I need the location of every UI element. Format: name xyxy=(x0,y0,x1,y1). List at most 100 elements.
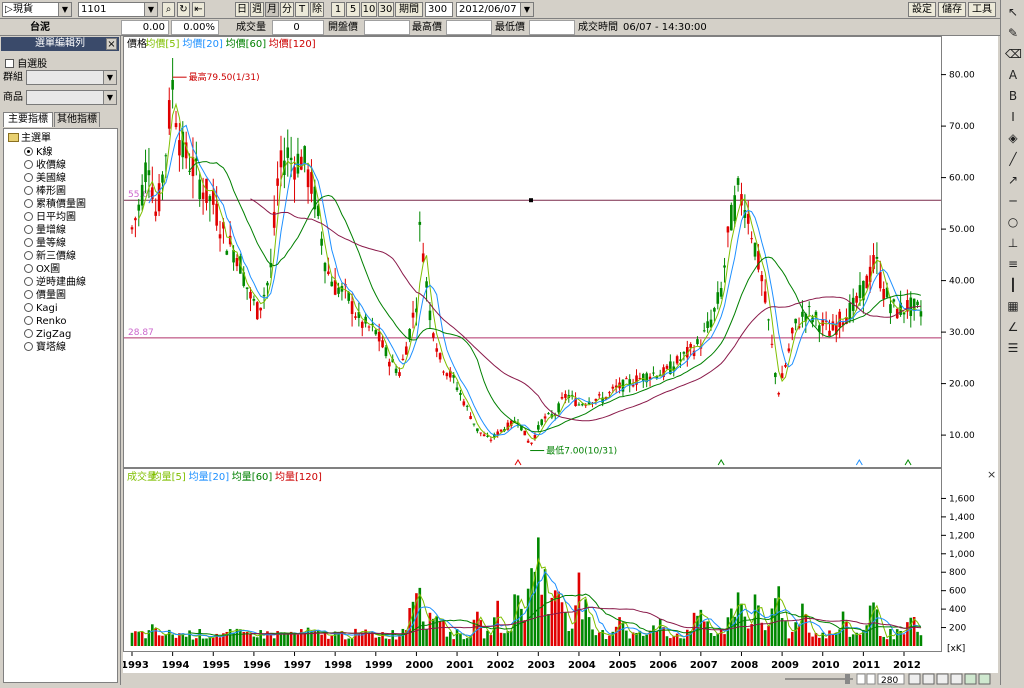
volume-bar xyxy=(130,632,134,646)
x-tick-label: 2003 xyxy=(527,660,555,671)
pencil-icon[interactable]: ✎ xyxy=(1007,26,1019,40)
volume-bar xyxy=(543,569,547,646)
symbol-select[interactable]: 1101 ▼ xyxy=(78,2,158,17)
indicator-item[interactable]: OX圖 xyxy=(24,263,60,276)
save-button[interactable]: 儲存 xyxy=(938,2,966,17)
volume-bar xyxy=(675,633,679,646)
export-icon[interactable]: ⇤ xyxy=(192,2,205,17)
indicator-item[interactable]: 新三價線 xyxy=(24,250,76,263)
paint-icon[interactable]: ◈ xyxy=(1008,131,1018,145)
volume-bar xyxy=(347,638,351,646)
period-tick-button[interactable]: T xyxy=(295,2,309,17)
indicator-item[interactable]: 量增線 xyxy=(24,224,66,237)
tab-other-indicators[interactable]: 其他指標 xyxy=(54,112,100,127)
arrow-icon[interactable]: ↗ xyxy=(1007,173,1019,187)
candle-body xyxy=(855,295,858,303)
period-week-button[interactable]: 週 xyxy=(250,2,264,17)
volume-bar xyxy=(171,634,174,646)
ex-rights-button[interactable]: 除 xyxy=(310,2,324,17)
tree-root[interactable]: 主選單 xyxy=(8,132,51,145)
period-month-button[interactable]: 月 xyxy=(265,2,279,17)
interval-1-button[interactable]: 1 xyxy=(331,2,345,17)
count-input[interactable]: 300 xyxy=(425,2,453,17)
refresh-icon[interactable]: ↻ xyxy=(177,2,190,17)
indicator-item[interactable]: 累積價量圖 xyxy=(24,198,86,211)
volume-label: 成交量 xyxy=(236,22,266,33)
volume-bar xyxy=(719,628,723,646)
radio-icon xyxy=(24,303,33,312)
indicator-item[interactable]: ZigZag xyxy=(24,328,71,341)
fib-icon[interactable]: ≡ xyxy=(1007,257,1019,271)
indicator-item[interactable]: 美國線 xyxy=(24,172,66,185)
group-select[interactable]: ▼ xyxy=(26,70,117,85)
volume-panel-close-icon: × xyxy=(987,468,996,481)
lines-icon[interactable]: ☰ xyxy=(1007,341,1019,355)
indicator-item[interactable]: 日平均圖 xyxy=(24,211,76,224)
candle-body xyxy=(357,311,361,318)
volume-bar xyxy=(560,602,564,646)
price-tick-label: 20.00 xyxy=(949,380,975,390)
circle-icon[interactable]: ○ xyxy=(1007,215,1019,229)
indicator-item[interactable]: 價量圖 xyxy=(24,289,66,302)
indicator-item-label: ZigZag xyxy=(36,329,72,340)
volume-bar xyxy=(323,631,327,646)
indicator-item[interactable]: K線 xyxy=(24,146,53,159)
candle-body xyxy=(638,377,642,379)
radio-icon xyxy=(24,238,33,247)
indicator-item[interactable]: 量等線 xyxy=(24,237,66,250)
radio-icon xyxy=(24,316,33,325)
indicator-item[interactable]: Renko xyxy=(24,315,67,328)
settings-button[interactable]: 設定 xyxy=(908,2,936,17)
volume-bar xyxy=(547,614,550,646)
volume-bar xyxy=(303,632,306,646)
bold-icon[interactable]: B xyxy=(1008,89,1018,103)
zoom-value: 280 xyxy=(881,676,898,685)
radio-icon xyxy=(24,160,33,169)
interval-30-button[interactable]: 30 xyxy=(378,2,394,17)
volume-bar xyxy=(388,639,391,646)
period-minute-button[interactable]: 分 xyxy=(280,2,294,17)
volume-bar xyxy=(574,605,577,646)
text-icon[interactable]: A xyxy=(1008,68,1018,82)
high-value xyxy=(446,20,492,35)
indicator-item[interactable]: 逆時建曲線 xyxy=(24,276,86,289)
candle-body xyxy=(834,323,838,335)
minus-icon[interactable]: ─ xyxy=(1009,194,1017,208)
period-day-button[interactable]: 日 xyxy=(235,2,249,17)
tools-button[interactable]: 工具 xyxy=(968,2,996,17)
pointer-icon[interactable]: ↖ xyxy=(1007,5,1019,19)
eraser-icon[interactable]: ⌫ xyxy=(1005,47,1022,61)
product-select[interactable]: ▼ xyxy=(26,90,117,105)
candle-body xyxy=(824,320,828,322)
volume-bar xyxy=(401,628,405,646)
tab-main-indicators[interactable]: 主要指標 xyxy=(3,112,53,127)
line-icon[interactable]: ╱ xyxy=(1009,152,1017,166)
interval-10-button[interactable]: 10 xyxy=(361,2,377,17)
grid-icon[interactable]: ▦ xyxy=(1007,299,1019,313)
fan-icon[interactable]: ∠ xyxy=(1007,320,1019,334)
indicator-item[interactable]: 寶塔線 xyxy=(24,341,66,354)
indicator-item-label: Renko xyxy=(36,316,67,327)
indicator-item[interactable]: Kagi xyxy=(24,302,58,315)
close-icon[interactable]: × xyxy=(106,38,117,50)
period-button[interactable]: 期間 xyxy=(395,2,423,17)
indicator-item[interactable]: 棒形圖 xyxy=(24,185,66,198)
candle-body xyxy=(482,434,486,437)
self-select-checkbox[interactable]: 自選股 xyxy=(5,55,47,70)
date-select[interactable]: 2012/06/07 ▼ xyxy=(456,2,534,17)
interval-5-button[interactable]: 5 xyxy=(346,2,360,17)
type-select[interactable]: ▷現貨 ▼ xyxy=(2,2,72,17)
volume-bar xyxy=(757,605,760,646)
italic-icon[interactable]: I xyxy=(1011,110,1015,124)
volume-bar xyxy=(818,637,821,646)
candle-body xyxy=(675,356,679,364)
volume-bar xyxy=(790,631,794,646)
pin-icon[interactable]: ⊥ xyxy=(1007,236,1019,250)
price-legend-item: 均價[120] xyxy=(269,37,316,50)
indicator-item[interactable]: 收價線 xyxy=(24,159,66,172)
search-icon[interactable]: ⌕ xyxy=(162,2,175,17)
candle-body xyxy=(641,373,645,382)
volume-bar xyxy=(885,639,889,646)
bars-icon[interactable]: ┃ xyxy=(1009,278,1017,292)
